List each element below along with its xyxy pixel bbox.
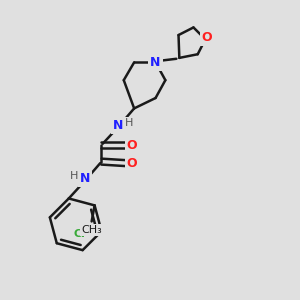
Text: N: N [80, 172, 90, 185]
Text: N: N [150, 56, 161, 69]
Text: O: O [127, 139, 137, 152]
Text: O: O [127, 157, 137, 169]
Text: H: H [125, 118, 133, 128]
Text: N: N [112, 119, 123, 132]
Text: CH₃: CH₃ [81, 225, 102, 235]
Text: Cl: Cl [73, 229, 85, 239]
Text: O: O [202, 31, 212, 44]
Text: H: H [70, 172, 78, 182]
